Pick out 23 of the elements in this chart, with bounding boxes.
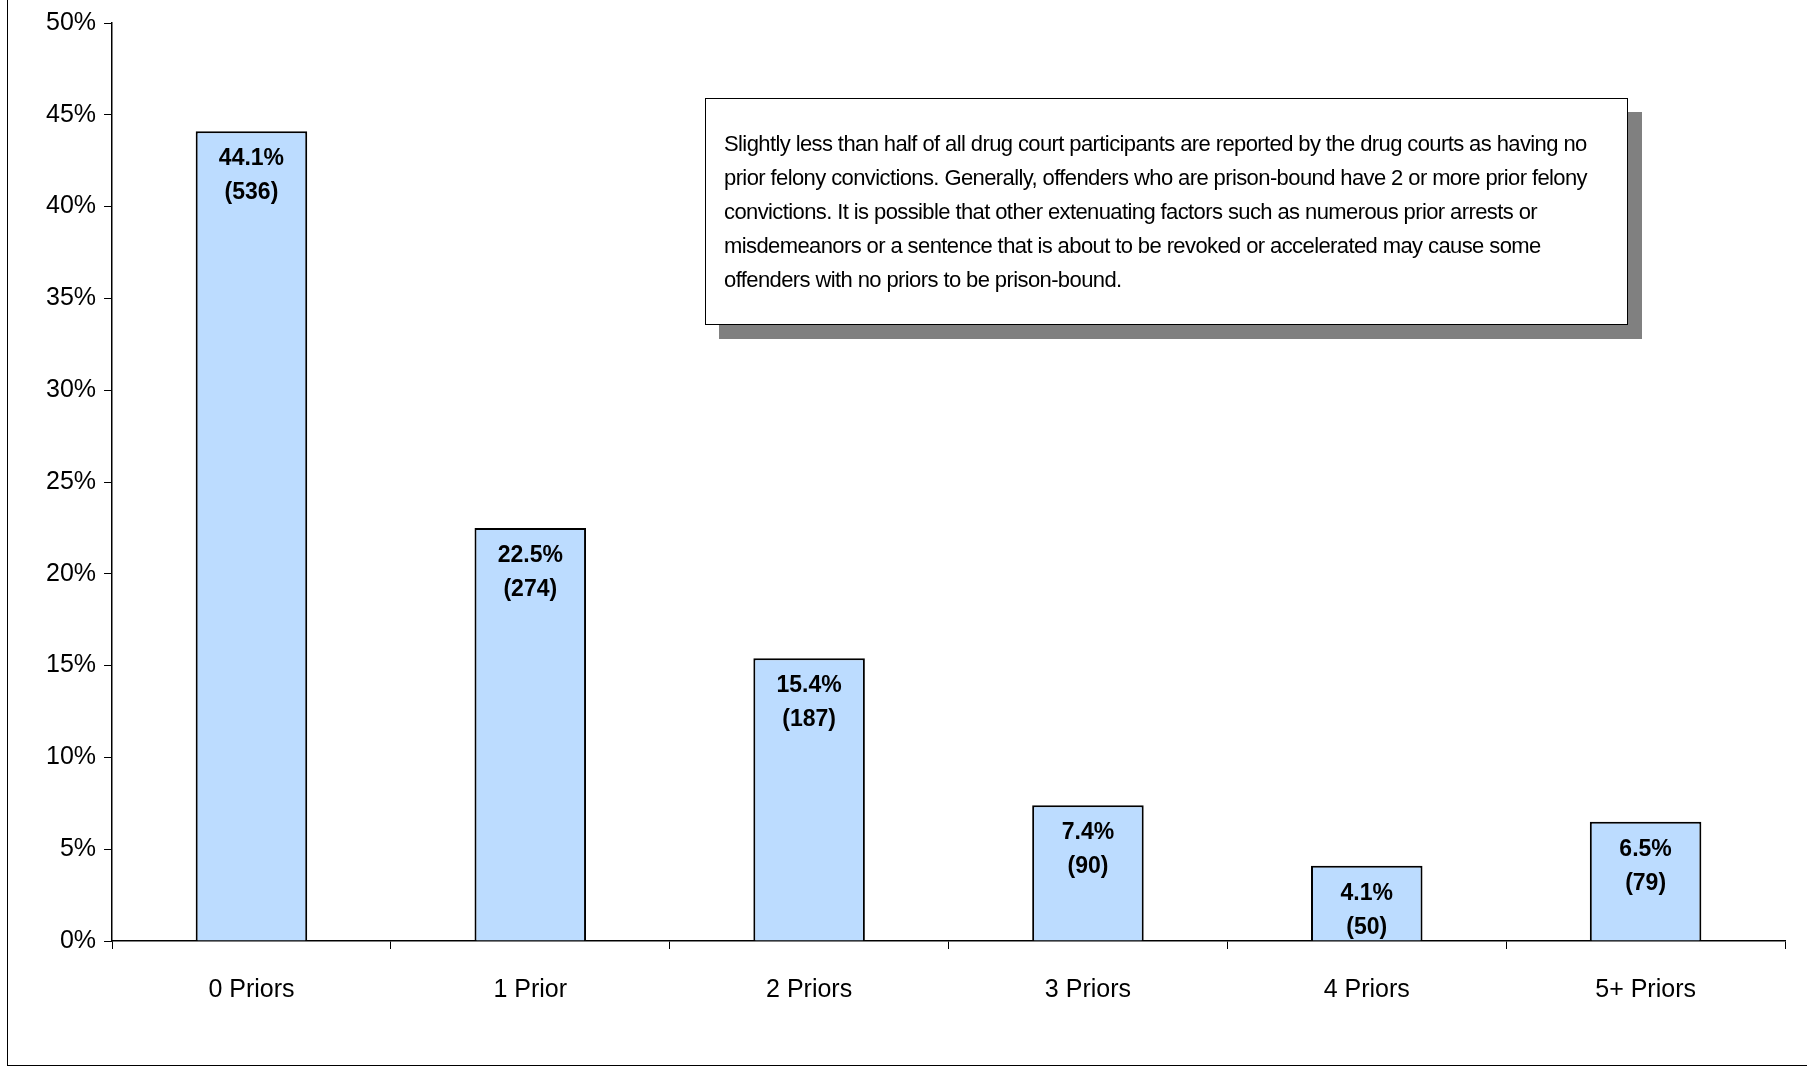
y-tick-label: 10%: [45, 741, 97, 770]
x-tick-label: 3 Priors: [1044, 973, 1131, 1002]
data-label: 4.1% (50): [1340, 878, 1393, 939]
y-tick-label: 5%: [59, 833, 97, 862]
x-tick-label: 5+ Priors: [1595, 973, 1696, 1002]
y-tick-label: 35%: [45, 282, 97, 311]
data-label: 6.5% (79): [1619, 834, 1672, 895]
x-tick-label: 2 Priors: [766, 973, 853, 1002]
data-label: 44.1% (536): [218, 144, 285, 205]
data-label: 22.5% (274): [497, 540, 563, 601]
y-tick-label: 25%: [45, 465, 97, 494]
data-label: 7.4% (90): [1061, 817, 1115, 878]
data-label: 15.4% (187): [776, 671, 842, 732]
y-tick-label: 0%: [59, 924, 97, 953]
y-tick-label: 30%: [45, 374, 97, 403]
y-tick-label: 20%: [45, 557, 97, 586]
x-tick-label: 0 Priors: [208, 973, 295, 1002]
x-tick-label: 1 Prior: [493, 973, 568, 1002]
y-tick-label: 15%: [45, 649, 97, 678]
y-tick-label: 50%: [45, 6, 97, 35]
x-tick-label: 4 Priors: [1323, 973, 1410, 1002]
y-tick-label: 40%: [45, 190, 97, 219]
y-tick-label: 45%: [45, 98, 97, 127]
